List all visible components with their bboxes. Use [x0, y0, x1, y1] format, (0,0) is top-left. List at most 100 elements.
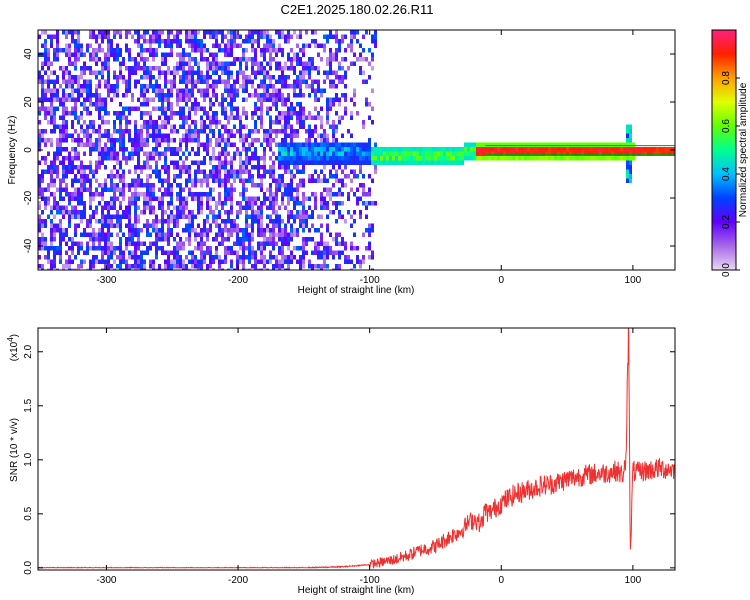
heatmap-cell: [281, 219, 284, 224]
heatmap-cell: [362, 34, 365, 39]
heatmap-cell: [104, 187, 107, 192]
heatmap-cell: [248, 178, 251, 183]
heatmap-cell: [629, 169, 632, 174]
heatmap-cell: [236, 174, 239, 179]
heatmap-cell: [266, 97, 269, 102]
heatmap-cell: [515, 156, 518, 161]
heatmap-cell: [314, 43, 317, 48]
heatmap-cell: [170, 124, 173, 129]
heatmap-cell: [89, 88, 92, 93]
heatmap-cell: [179, 241, 182, 246]
heatmap-cell: [536, 156, 539, 161]
heatmap-cell: [254, 102, 257, 107]
heatmap-cell: [38, 147, 41, 152]
heatmap-cell: [332, 210, 335, 215]
heatmap-cell: [290, 142, 293, 147]
heatmap-cell: [80, 246, 83, 251]
heatmap-cell: [128, 196, 131, 201]
heatmap-cell: [47, 34, 50, 39]
heatmap-cell: [260, 102, 263, 107]
heatmap-cell: [362, 79, 365, 84]
heatmap-cell: [74, 48, 77, 53]
heatmap-cell: [68, 75, 71, 80]
heatmap-cell: [134, 210, 137, 215]
heatmap-cell: [50, 138, 53, 143]
heatmap-cell: [626, 133, 629, 138]
heatmap-cell: [116, 232, 119, 237]
heatmap-cell: [260, 228, 263, 233]
heatmap-cell: [161, 93, 164, 98]
heatmap-cell: [215, 165, 218, 170]
heatmap-cell: [290, 111, 293, 116]
heatmap-cell: [368, 241, 371, 246]
heatmap-cell: [41, 79, 44, 84]
heatmap-cell: [197, 246, 200, 251]
heatmap-cell: [365, 192, 368, 197]
heatmap-cell: [227, 192, 230, 197]
heatmap-cell: [332, 268, 335, 270]
heatmap-cell: [278, 88, 281, 93]
heatmap-cell: [53, 93, 56, 98]
heatmap-cell: [347, 255, 350, 260]
heatmap-cell: [266, 129, 269, 134]
heatmap-cell: [485, 151, 488, 156]
heatmap-cell: [83, 52, 86, 57]
heatmap-cell: [185, 156, 188, 161]
heatmap-cell: [41, 156, 44, 161]
heatmap-cell: [101, 187, 104, 192]
heatmap-cell: [164, 232, 167, 237]
heatmap-cell: [128, 88, 131, 93]
heatmap-cell: [260, 34, 263, 39]
heatmap-cell: [164, 57, 167, 62]
heatmap-cell: [431, 151, 434, 156]
heatmap-cell: [170, 39, 173, 44]
heatmap-cell: [395, 160, 398, 165]
heatmap-cell: [65, 192, 68, 197]
heatmap-cell: [158, 205, 161, 210]
heatmap-cell: [80, 187, 83, 192]
heatmap-cell: [296, 142, 299, 147]
heatmap-cell: [221, 232, 224, 237]
heatmap-cell: [458, 147, 461, 152]
heatmap-cell: [386, 147, 389, 152]
heatmap-cell: [44, 156, 47, 161]
heatmap-cell: [236, 34, 239, 39]
heatmap-cell: [209, 106, 212, 111]
heatmap-cell: [131, 93, 134, 98]
heatmap-cell: [326, 106, 329, 111]
heatmap-cell: [203, 111, 206, 116]
heatmap-cell: [122, 111, 125, 116]
heatmap-cell: [194, 70, 197, 75]
heatmap-cell: [122, 115, 125, 120]
heatmap-cell: [302, 43, 305, 48]
heatmap-cell: [104, 250, 107, 255]
heatmap-cell: [107, 133, 110, 138]
heatmap-cell: [230, 223, 233, 228]
heatmap-cell: [242, 187, 245, 192]
heatmap-cell: [332, 34, 335, 39]
heatmap-cell: [119, 259, 122, 264]
heatmap-cell: [242, 228, 245, 233]
heatmap-cell: [167, 192, 170, 197]
heatmap-cell: [293, 52, 296, 57]
heatmap-cell: [146, 133, 149, 138]
heatmap-cell: [122, 196, 125, 201]
heatmap-cell: [455, 147, 458, 152]
heatmap-cell: [74, 129, 77, 134]
heatmap-cell: [437, 156, 440, 161]
heatmap-cell: [596, 142, 599, 147]
heatmap-cell: [239, 201, 242, 206]
heatmap-cell: [71, 84, 74, 89]
heatmap-cell: [287, 187, 290, 192]
heatmap-cell: [116, 214, 119, 219]
heatmap-cell: [218, 214, 221, 219]
heatmap-cell: [299, 151, 302, 156]
heatmap-cell: [218, 30, 221, 35]
heatmap-cell: [101, 66, 104, 71]
heatmap-cell: [230, 39, 233, 44]
heatmap-cell: [50, 205, 53, 210]
heatmap-cell: [362, 232, 365, 237]
heatmap-cell: [62, 264, 65, 269]
heatmap-cell: [359, 160, 362, 165]
heatmap-cell: [167, 133, 170, 138]
